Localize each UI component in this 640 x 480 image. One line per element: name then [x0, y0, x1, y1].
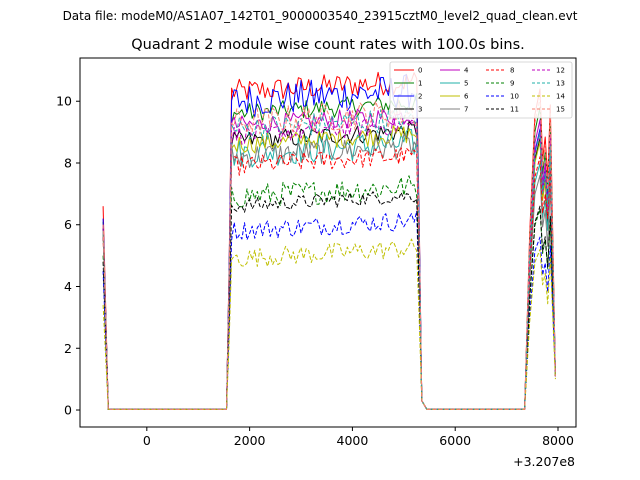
x-axis: 0 2000 4000 6000 8000 — [143, 427, 574, 448]
legend-label-1: 1 — [418, 80, 422, 88]
legend-label-11: 11 — [510, 106, 519, 114]
legend-label-2: 2 — [418, 93, 422, 101]
legend-label-12: 12 — [556, 67, 565, 75]
legend-label-5: 5 — [464, 80, 468, 88]
series-line-3 — [102, 120, 556, 410]
series-line-11 — [102, 191, 556, 410]
y-tick-label: 6 — [64, 217, 72, 232]
legend-label-0: 0 — [418, 67, 422, 75]
legend-label-8: 8 — [510, 67, 514, 75]
series-line-14 — [102, 238, 556, 410]
x-tick-label: 6000 — [439, 433, 471, 448]
series-line-9 — [102, 175, 556, 410]
series-line-6 — [102, 125, 556, 410]
y-tick-label: 0 — [64, 403, 72, 418]
x-tick-label: 8000 — [542, 433, 574, 448]
y-tick-label: 2 — [64, 341, 72, 356]
legend-label-4: 4 — [464, 67, 469, 75]
legend-label-10: 10 — [510, 93, 519, 101]
y-tick-label: 4 — [64, 279, 72, 294]
x-offset-label: +3.207e8 — [513, 454, 575, 469]
series-line-15 — [102, 97, 556, 410]
x-tick-label: 2000 — [234, 433, 266, 448]
legend-frame — [389, 61, 573, 119]
legend-label-3: 3 — [418, 106, 422, 114]
series-line-10 — [102, 210, 556, 410]
x-tick-label: 4000 — [337, 433, 369, 448]
series-line-4 — [102, 108, 556, 410]
series-line-7 — [102, 134, 556, 410]
y-tick-label: 10 — [56, 94, 72, 109]
x-tick-label: 0 — [143, 433, 151, 448]
legend-label-7: 7 — [464, 106, 468, 114]
y-tick-label: 8 — [64, 155, 72, 170]
legend-label-6: 6 — [464, 93, 469, 101]
legend-label-9: 9 — [510, 80, 514, 88]
axes-frame — [79, 57, 577, 428]
series-line-8 — [102, 147, 556, 410]
legend-label-15: 15 — [556, 106, 565, 114]
figure-suptitle: Data file: modeM0/AS1A07_142T01_90000035… — [63, 9, 578, 23]
chart-title: Quadrant 2 module wise count rates with … — [131, 37, 525, 53]
legend-label-14: 14 — [556, 93, 565, 101]
y-axis: 0 2 4 6 8 10 — [56, 94, 80, 418]
series-layer — [102, 71, 556, 410]
legend-label-13: 13 — [556, 80, 565, 88]
